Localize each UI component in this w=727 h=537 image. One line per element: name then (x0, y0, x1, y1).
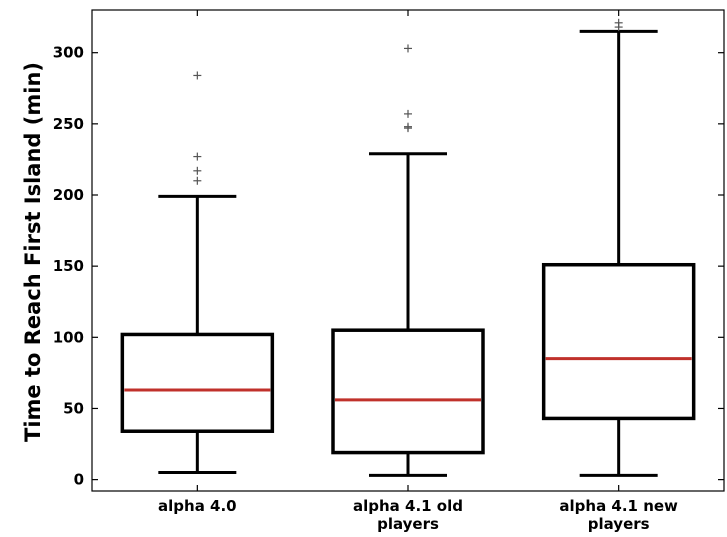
y-tick-label: 300 (53, 44, 84, 62)
outlier-point (193, 176, 202, 185)
outlier-point (614, 18, 623, 27)
outlier-point (193, 152, 202, 161)
x-category-label: alpha 4.1 old (353, 497, 463, 515)
y-tick-label: 200 (53, 186, 84, 204)
x-category-label: players (377, 515, 439, 533)
y-tick-label: 250 (53, 115, 84, 133)
outlier-point (404, 44, 412, 53)
outlier-point (193, 166, 202, 175)
outlier-point (404, 109, 412, 118)
box-group (120, 10, 275, 491)
box-group (541, 10, 696, 491)
y-axis-title: Time to Reach First Island (min) (21, 62, 45, 442)
plot-area: 0 50 100 150 200 250 300 alpha 4.0 alpha 4.1 old… (53, 9, 725, 533)
x-category-label: alpha 4.0 (158, 497, 237, 515)
x-category-label: alpha 4.1 new (559, 497, 678, 515)
iqr-box (331, 328, 485, 455)
y-tick-label: 0 (74, 471, 84, 489)
iqr-box (541, 262, 696, 421)
outlier-point (404, 122, 412, 131)
y-tick-label: 50 (63, 399, 84, 417)
y-tick-label: 100 (53, 328, 84, 346)
iqr-box (120, 332, 275, 433)
box-group (331, 10, 485, 491)
y-tick-label: 150 (53, 257, 84, 275)
outlier-point (193, 71, 202, 80)
x-category-label: players (588, 515, 650, 533)
